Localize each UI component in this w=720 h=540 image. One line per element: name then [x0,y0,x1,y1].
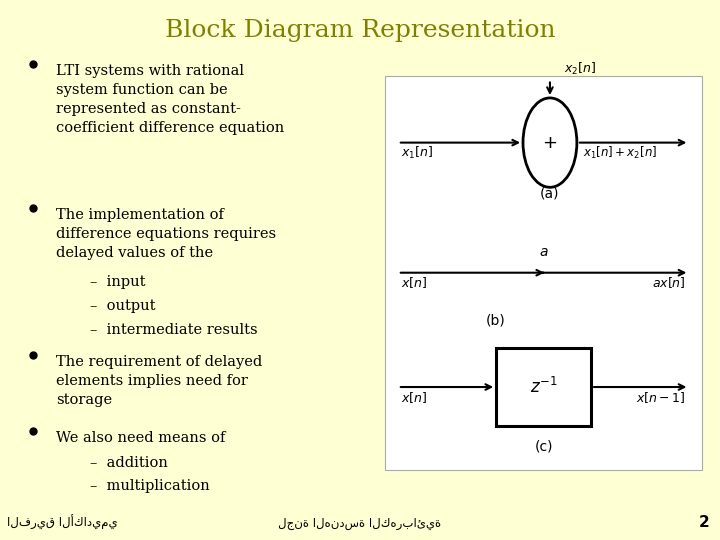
Text: The requirement of delayed
elements implies need for
storage: The requirement of delayed elements impl… [56,355,262,407]
Text: –  addition: – addition [89,456,168,470]
Text: –  multiplication: – multiplication [89,480,210,493]
Text: $x_2[n]$: $x_2[n]$ [564,60,597,77]
Text: We also need means of: We also need means of [56,431,225,445]
Text: $x[n]$: $x[n]$ [402,275,428,291]
Text: –  input: – input [89,275,145,289]
Text: Block Diagram Representation: Block Diagram Representation [165,19,555,42]
Text: $x[n-1]$: $x[n-1]$ [636,390,685,404]
Text: $x_1[n]$: $x_1[n]$ [402,145,433,161]
Text: لجنة الهندسة الكهربائية: لجنة الهندسة الكهربائية [279,517,441,530]
Text: The implementation of
difference equations requires
delayed values of the: The implementation of difference equatio… [56,208,276,260]
Text: +: + [542,133,557,152]
Bar [496,348,591,427]
Text: $x_1[n]+x_2[n]$: $x_1[n]+x_2[n]$ [582,145,657,161]
Text: الفريق الأكاديمي: الفريق الأكاديمي [7,515,118,530]
Text: $ax[n]$: $ax[n]$ [652,275,685,291]
Text: –  intermediate results: – intermediate results [89,323,257,337]
Text: 2: 2 [698,515,709,530]
Text: $a$: $a$ [539,245,549,259]
Bar [385,76,702,470]
Text: $x[n]$: $x[n]$ [402,390,428,404]
Text: (b): (b) [486,313,506,327]
Text: (a): (a) [540,187,559,201]
Text: LTI systems with rational
system function can be
represented as constant-
coeffi: LTI systems with rational system functio… [56,64,284,134]
Text: –  output: – output [89,299,155,313]
Text: $z^{-1}$: $z^{-1}$ [530,377,557,397]
Text: (c): (c) [534,440,553,454]
